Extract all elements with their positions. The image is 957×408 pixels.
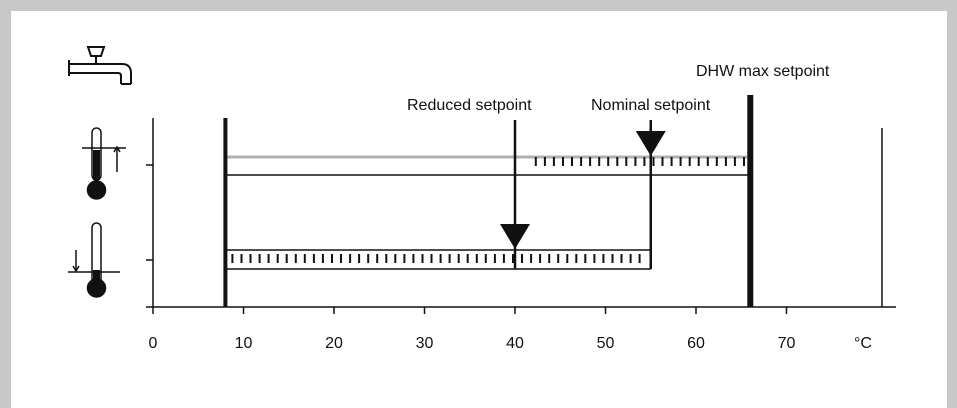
x-tick-label: 50 — [597, 335, 615, 352]
x-tick-label: 40 — [506, 335, 524, 352]
thermometer-low-icon — [68, 222, 120, 298]
lower-band — [225, 249, 651, 270]
x-axis-ticks: 0 10 20 30 40 50 60 70 — [149, 307, 796, 352]
nominal-setpoint-label: Nominal setpoint — [591, 97, 711, 114]
tap-icon — [68, 46, 132, 85]
x-tick-label: 70 — [778, 335, 796, 352]
x-tick-label: 30 — [416, 335, 434, 352]
lower-band-hatching — [231, 254, 641, 263]
x-tick-label: 60 — [687, 335, 705, 352]
dhw-max-setpoint-label: DHW max setpoint — [696, 63, 830, 80]
reduced-setpoint-marker — [500, 120, 530, 269]
upper-band — [225, 155, 751, 176]
x-tick-label: 20 — [325, 335, 343, 352]
nominal-setpoint-marker — [635, 120, 666, 269]
unit-label: °C — [854, 335, 872, 352]
y-axis — [146, 118, 154, 307]
upper-band-hatching — [534, 157, 745, 166]
thermometer-high-icon — [82, 127, 126, 200]
x-tick-label: 0 — [149, 335, 158, 352]
reduced-setpoint-label: Reduced setpoint — [407, 97, 532, 114]
x-tick-label: 10 — [235, 335, 253, 352]
